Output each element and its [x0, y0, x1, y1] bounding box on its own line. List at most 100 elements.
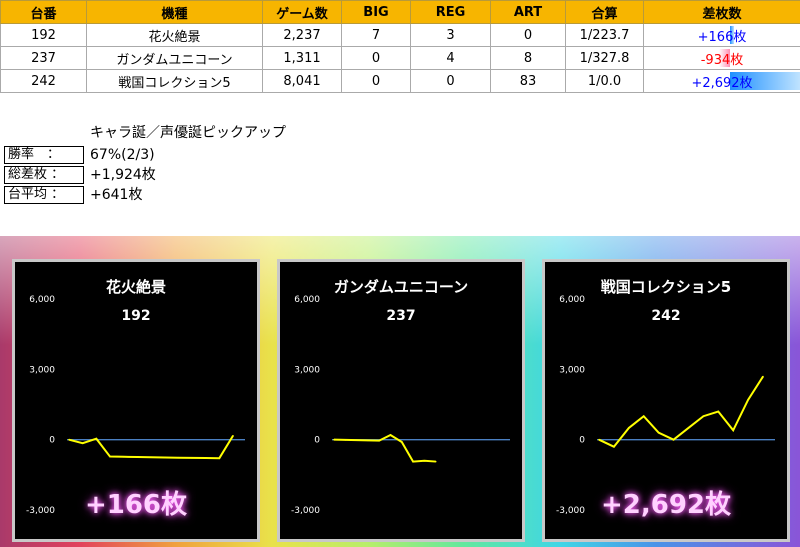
cell-machine-no: 242: [0, 69, 87, 93]
header-machine-no: 台番: [0, 0, 87, 24]
data-point: [204, 457, 207, 459]
chart-machine-number: 242: [651, 308, 681, 324]
data-point: [163, 456, 166, 459]
data-point: [412, 460, 414, 463]
diff-value: -934枚: [700, 52, 744, 68]
cell-art: 83: [490, 69, 566, 93]
chart-panel-242: 6,000 3,000 0 -3,000 戦国コレクション5 242 +2,692枚: [542, 259, 790, 542]
series-line: [598, 376, 764, 448]
y-tick-label: 3,000: [294, 365, 320, 375]
cell-diff: +166枚: [643, 23, 800, 47]
header-diff: 差枚数: [643, 0, 800, 24]
cell-model: 戦国コレクション5: [86, 69, 263, 93]
data-point: [122, 455, 125, 458]
chart-diff-label: +166枚: [84, 490, 188, 520]
data-point: [687, 427, 690, 429]
cell-big: 7: [341, 23, 411, 47]
series-line: [333, 433, 436, 463]
data-point: [333, 438, 335, 441]
chart-diff-label: +2,692枚: [600, 490, 732, 520]
cell-reg: 4: [410, 46, 491, 70]
header-art: ART: [490, 0, 566, 24]
header-games: ゲーム数: [262, 0, 342, 24]
data-point: [628, 427, 630, 429]
data-point: [434, 460, 437, 463]
data-point: [732, 429, 734, 432]
data-point: [717, 410, 720, 413]
chart-title: 花火絶景: [105, 278, 166, 296]
y-tick-label: -3,000: [26, 506, 55, 516]
cell-games: 1,311: [262, 46, 342, 70]
data-point: [762, 375, 764, 378]
table-row: 242 戦国コレクション5 8,041 0 0 83 1/0.0 +2,692枚: [0, 69, 800, 93]
summary-label: 台平均 ：: [4, 186, 84, 204]
data-point: [177, 456, 180, 459]
header-ratio: 合算: [565, 0, 644, 24]
data-point: [702, 415, 705, 418]
y-tick-label: 6,000: [29, 295, 55, 305]
y-tick-label: 6,000: [559, 295, 585, 305]
cell-model: ガンダムユニコーン: [86, 46, 263, 70]
data-point: [598, 438, 600, 441]
chart-panel-192: 6,000 3,000 0 -3,000 花火絶景 192 +166枚: [12, 259, 260, 542]
data-point: [355, 439, 358, 441]
data-point: [81, 442, 84, 444]
diff-value: +166枚: [697, 29, 747, 45]
y-tick-label: 3,000: [29, 365, 55, 375]
data-point: [68, 438, 70, 441]
diff-bar: [729, 72, 800, 90]
cell-ratio: 1/0.0: [565, 69, 644, 93]
summary-label: 総差枚 ：: [4, 166, 84, 184]
event-title: キャラ誕／声優誕ピックアップ: [90, 125, 286, 141]
data-point: [136, 456, 139, 458]
data-point: [367, 439, 369, 442]
data-point: [672, 438, 675, 441]
diff-bar: [719, 49, 730, 67]
diff-bar: [729, 26, 735, 44]
y-tick-label: -3,000: [291, 506, 320, 516]
cell-big: 0: [341, 69, 411, 93]
data-point: [109, 455, 111, 458]
summary-label: 勝率 ：: [4, 146, 84, 164]
data-point: [423, 459, 426, 462]
chart-svg: 6,000 3,000 0 -3,000: [291, 295, 510, 516]
summary-value: 67%(2/3): [90, 147, 155, 163]
y-tick-label: 0: [579, 436, 585, 446]
data-point: [378, 439, 380, 442]
y-tick-label: 0: [49, 436, 55, 446]
y-tick-label: -3,000: [556, 506, 585, 516]
y-tick-label: 6,000: [294, 295, 320, 305]
cell-big: 0: [341, 46, 411, 70]
header-model: 機種: [86, 0, 263, 24]
data-point: [232, 434, 234, 437]
data-point: [642, 415, 645, 418]
y-tick-label: 3,000: [559, 365, 585, 375]
chart-svg: 6,000 3,000 0 -3,000: [556, 295, 775, 516]
data-point: [747, 399, 749, 401]
table-row: 192 花火絶景 2,237 7 3 0 1/223.7 +166枚: [0, 23, 800, 47]
cell-games: 8,041: [262, 69, 342, 93]
chart-title: 戦国コレクション5: [600, 278, 732, 296]
data-point: [191, 457, 193, 459]
cell-reg: 0: [410, 69, 491, 93]
cell-reg: 3: [410, 23, 491, 47]
cell-diff: -934枚: [643, 46, 800, 70]
chart-title: ガンダムユニコーン: [333, 278, 469, 296]
diff-value: +2,692枚: [691, 75, 753, 91]
summary-value: +1,924枚: [90, 167, 156, 183]
data-point: [400, 441, 403, 443]
cell-ratio: 1/223.7: [565, 23, 644, 47]
data-point: [613, 445, 615, 448]
data-point: [657, 431, 660, 434]
cell-machine-no: 192: [0, 23, 87, 47]
cell-ratio: 1/327.8: [565, 46, 644, 70]
chart-svg: 6,000 3,000 0 -3,000: [26, 295, 245, 516]
data-point: [150, 456, 152, 459]
cell-model: 花火絶景: [86, 23, 263, 47]
data-point: [218, 457, 221, 459]
header-reg: REG: [410, 0, 491, 24]
results-table: 台番 機種 ゲーム数 BIG REG ART 合算 差枚数 192 花火絶景 2…: [0, 0, 800, 93]
header-big: BIG: [341, 0, 411, 24]
table-header-row: 台番 機種 ゲーム数 BIG REG ART 合算 差枚数: [0, 0, 800, 24]
table-row: 237 ガンダムユニコーン 1,311 0 4 8 1/327.8 -934枚: [0, 46, 800, 70]
